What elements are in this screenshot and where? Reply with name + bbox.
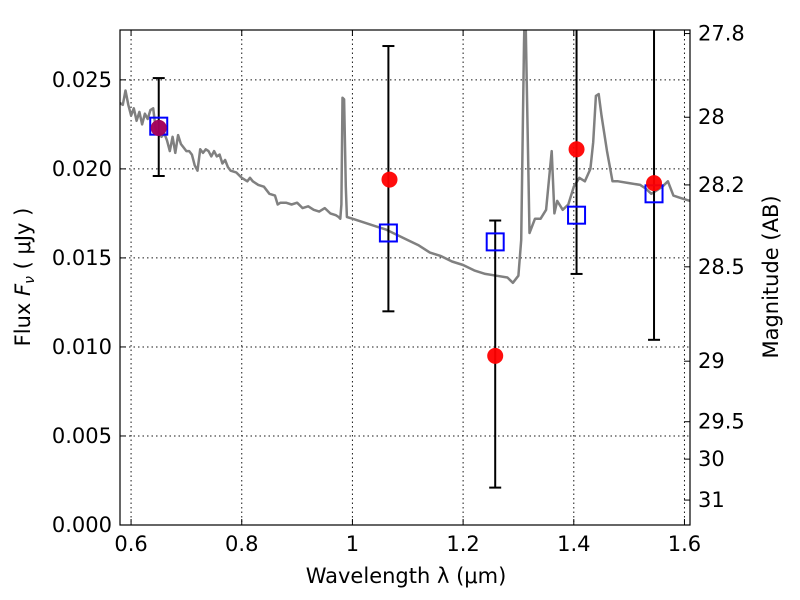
y-tick-label: 0.010: [52, 335, 112, 359]
circle-marker: [646, 175, 663, 192]
error-bars: [152, 30, 661, 489]
x-axis-title: Wavelength λ (μm): [306, 564, 507, 588]
y-axis-title-before: Flux: [11, 296, 35, 346]
square-markers: [149, 116, 664, 252]
y2-tick-label: 28.5: [698, 255, 745, 279]
spectrum-path: [120, 30, 690, 285]
x-tick-label: 1.4: [557, 532, 590, 556]
overlap-tint: [150, 119, 167, 136]
ticks: [120, 30, 690, 526]
y-axis-title-sub: ν: [22, 276, 38, 284]
y2-tick-label: 29: [698, 349, 725, 373]
model-spectrum-line: [120, 30, 690, 285]
y2-tick-label: 28: [698, 105, 725, 129]
y-tick-label: 0.020: [52, 157, 112, 181]
y-tick-label: 0.005: [52, 424, 112, 448]
circle-marker: [381, 171, 398, 188]
y2-tick-label: 31: [698, 488, 725, 512]
x-tick-label: 0.8: [225, 532, 258, 556]
x-tick-label: 1: [346, 532, 359, 556]
circle-marker: [150, 119, 167, 136]
square-marker: [567, 205, 587, 225]
y2-tick-label: 28.2: [698, 173, 745, 197]
x-tick-label: 1.6: [668, 532, 701, 556]
x-tick-label: 1.2: [446, 532, 479, 556]
y-axis-title-var: F: [11, 283, 35, 296]
y-tick-label: 0.025: [52, 68, 112, 92]
y2-axis-title: Magnitude (AB): [759, 195, 783, 358]
square-marker: [485, 232, 505, 252]
circle-marker: [487, 347, 504, 364]
square-marker: [378, 223, 398, 243]
y-tick-label: 0.000: [52, 513, 112, 537]
grid: [120, 30, 690, 526]
x-tick-label: 0.6: [114, 532, 147, 556]
y2-tick-label: 30: [698, 447, 725, 471]
y2-tick-label: 29.5: [698, 410, 745, 434]
y-axis-title: Flux Fν ( μJy ): [11, 208, 38, 347]
y-axis-title-after: ( μJy ): [11, 208, 35, 276]
y2-tick-label: 27.8: [698, 22, 745, 46]
plot-frame: [119, 29, 691, 526]
tick-labels: 0.6 0.8 1 1.2 1.4 1.6 0.000 0.005 0.010 0.015 0.02…: [52, 22, 745, 556]
circle-marker: [568, 141, 585, 158]
y-tick-label: 0.015: [52, 246, 112, 270]
circle-markers: [150, 119, 663, 364]
